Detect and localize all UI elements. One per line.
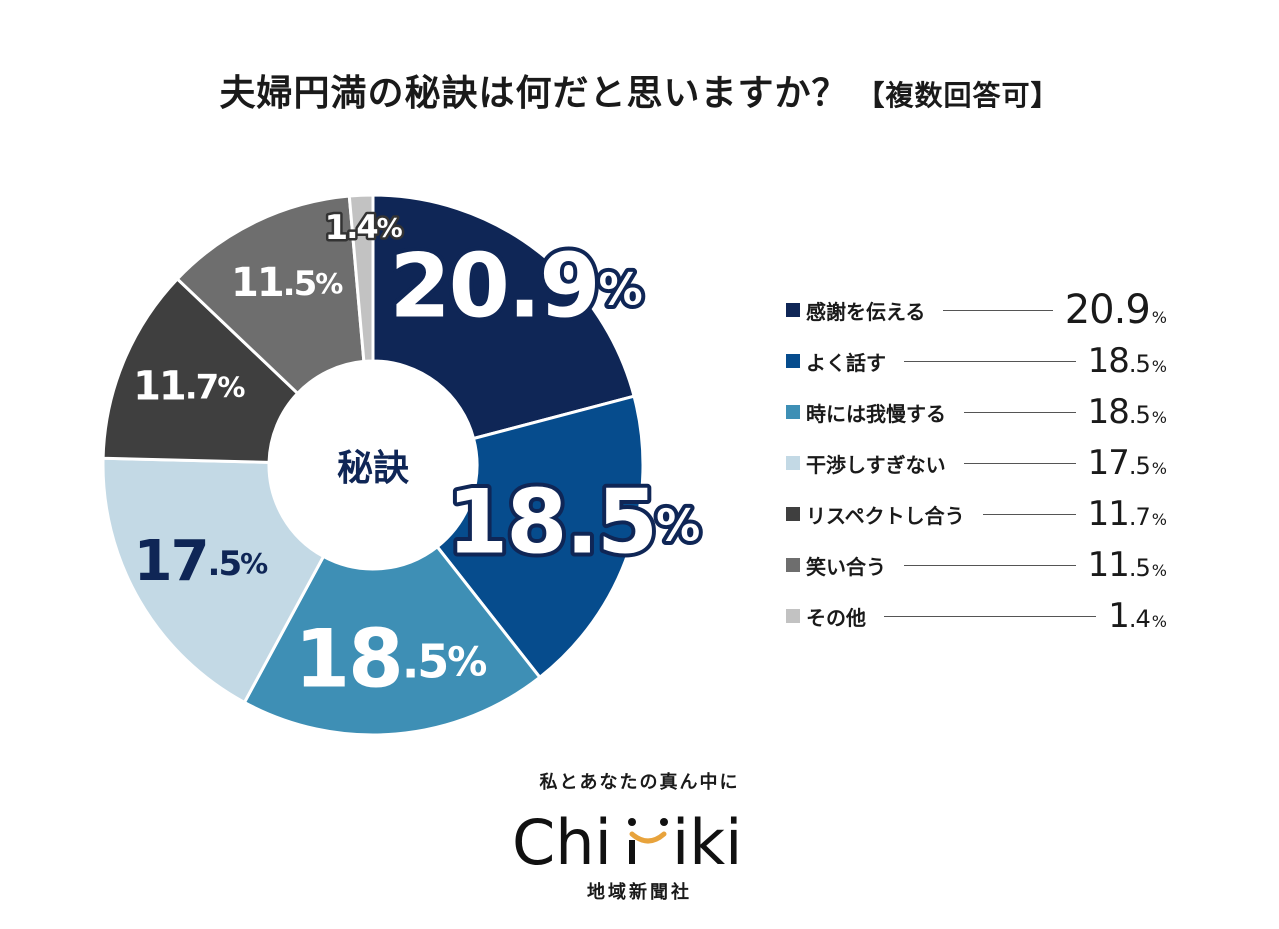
chiiki-logo: Chi iki bbox=[512, 806, 742, 879]
center-label: 秘訣 bbox=[337, 448, 409, 489]
slice-6 bbox=[175, 194, 366, 396]
legend-leader-line bbox=[884, 615, 1097, 617]
slice-4 bbox=[101, 456, 326, 705]
slice-5 bbox=[101, 276, 300, 464]
donut-chart: 20.9% 18.5% 18.5% 17.5% 11.7% 11.5% 1.4% 秘訣 bbox=[101, 193, 705, 737]
slice-1 bbox=[371, 193, 636, 441]
slice-2 bbox=[435, 394, 645, 680]
legend-label: 干渉しすぎない bbox=[806, 452, 946, 477]
legend-label: 感謝を伝える bbox=[806, 299, 926, 324]
svg-text:Chi: Chi bbox=[512, 806, 612, 876]
legend-leader-line bbox=[904, 360, 1076, 362]
legend-leader-line bbox=[963, 462, 1076, 464]
legend-value: 17.5% bbox=[1087, 443, 1167, 483]
slice-label-5: 11.7% bbox=[133, 363, 245, 409]
legend-swatch bbox=[786, 507, 800, 521]
legend-value: 11.7% bbox=[1087, 494, 1167, 534]
slice-label-1: 20.9% bbox=[389, 235, 641, 338]
legend-swatch bbox=[786, 558, 800, 572]
legend-leader-line bbox=[943, 309, 1053, 311]
svg-text:iki: iki bbox=[672, 806, 742, 876]
legend-row: リスペクトし合う 11.7% bbox=[786, 494, 1167, 534]
legend-value: 18.5% bbox=[1087, 392, 1167, 432]
publisher-name: 地域新聞社 bbox=[587, 882, 692, 903]
legend-leader-line bbox=[964, 411, 1076, 413]
legend-swatch bbox=[786, 456, 800, 470]
legend-value: 20.9% bbox=[1064, 287, 1167, 333]
slice-label-3: 18.5% bbox=[294, 612, 486, 705]
legend-row: 時には我慢する 18.5% bbox=[786, 392, 1167, 432]
legend-row: よく話す 18.5% bbox=[786, 341, 1167, 381]
legend-swatch bbox=[786, 405, 800, 419]
legend-label: その他 bbox=[806, 605, 866, 630]
title-note: 【複数回答可】 bbox=[856, 79, 1060, 112]
legend-label: 笑い合う bbox=[806, 554, 886, 579]
legend-label: リスペクトし合う bbox=[806, 503, 965, 528]
slice-label-6: 11.5% bbox=[231, 260, 343, 306]
slice-label-2: 18.5% bbox=[447, 471, 699, 574]
legend-leader-line bbox=[982, 513, 1076, 515]
legend-label: よく話す bbox=[806, 350, 886, 375]
chart-title: 夫婦円満の秘訣は何だと思いますか？ 【複数回答可】 bbox=[0, 64, 1279, 116]
legend-swatch bbox=[786, 609, 800, 623]
slice-label-7: 1.4% bbox=[325, 208, 403, 248]
legend-row: 感謝を伝える 20.9% bbox=[786, 287, 1167, 333]
legend-value: 18.5% bbox=[1087, 341, 1167, 381]
legend-leader-line bbox=[904, 564, 1076, 566]
slice-7 bbox=[347, 193, 375, 364]
slice-3 bbox=[242, 544, 542, 737]
legend-row: 笑い合う 11.5% bbox=[786, 545, 1167, 585]
slice-label-4: 17.5% bbox=[134, 529, 269, 594]
legend-row: その他 1.4% bbox=[786, 596, 1167, 636]
tagline: 私とあなたの真ん中に bbox=[539, 772, 740, 793]
legend-label: 時には我慢する bbox=[806, 401, 946, 426]
legend-row: 干渉しすぎない 17.5% bbox=[786, 443, 1167, 483]
legend-value: 11.5% bbox=[1087, 545, 1167, 585]
brand-footer: 私とあなたの真ん中に Chi iki 地域新聞社 bbox=[0, 768, 1279, 904]
legend-value: 1.4% bbox=[1108, 596, 1167, 636]
title-main: 夫婦円満の秘訣は何だと思いますか？ bbox=[219, 73, 849, 114]
legend-swatch bbox=[786, 354, 800, 368]
legend-swatch bbox=[786, 303, 800, 317]
